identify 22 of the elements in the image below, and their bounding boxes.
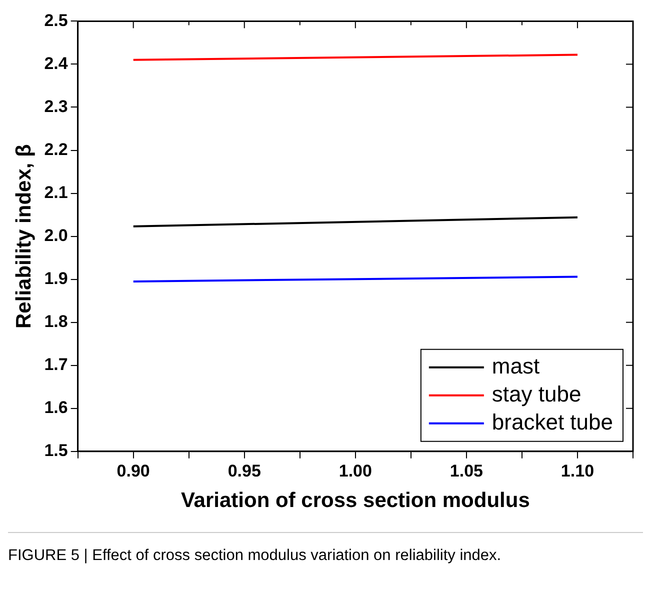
x-tick-label: 0.90 <box>116 461 150 480</box>
x-tick-label: 1.05 <box>450 461 483 480</box>
caption: FIGURE 5 | Effect of cross section modulus variation on reliability index. <box>8 547 502 565</box>
x-tick-label: 1.10 <box>560 461 594 480</box>
y-tick-label: 2.1 <box>44 182 68 202</box>
y-tick-label: 1.5 <box>44 441 68 460</box>
x-tick-label: 0.95 <box>228 461 261 480</box>
y-tick-label: 2.5 <box>44 10 68 30</box>
y-tick-label: 1.6 <box>44 398 68 418</box>
legend-label: stay tube <box>492 381 582 406</box>
y-tick-label: 1.8 <box>44 312 68 332</box>
legend-label: bracket tube <box>492 409 614 434</box>
y-axis-title: Reliability index, β <box>12 144 36 328</box>
y-tick-label: 1.9 <box>44 269 68 288</box>
y-tick-label: 2.4 <box>44 54 68 73</box>
legend-label: mast <box>492 353 540 378</box>
y-tick-label: 2.3 <box>44 96 68 116</box>
y-tick-label: 2.2 <box>44 140 68 159</box>
y-tick-label: 2.0 <box>44 226 68 245</box>
x-tick-label: 1.00 <box>338 461 372 480</box>
x-axis-title: Variation of cross section modulus <box>180 489 530 512</box>
y-tick-label: 1.7 <box>44 355 68 374</box>
